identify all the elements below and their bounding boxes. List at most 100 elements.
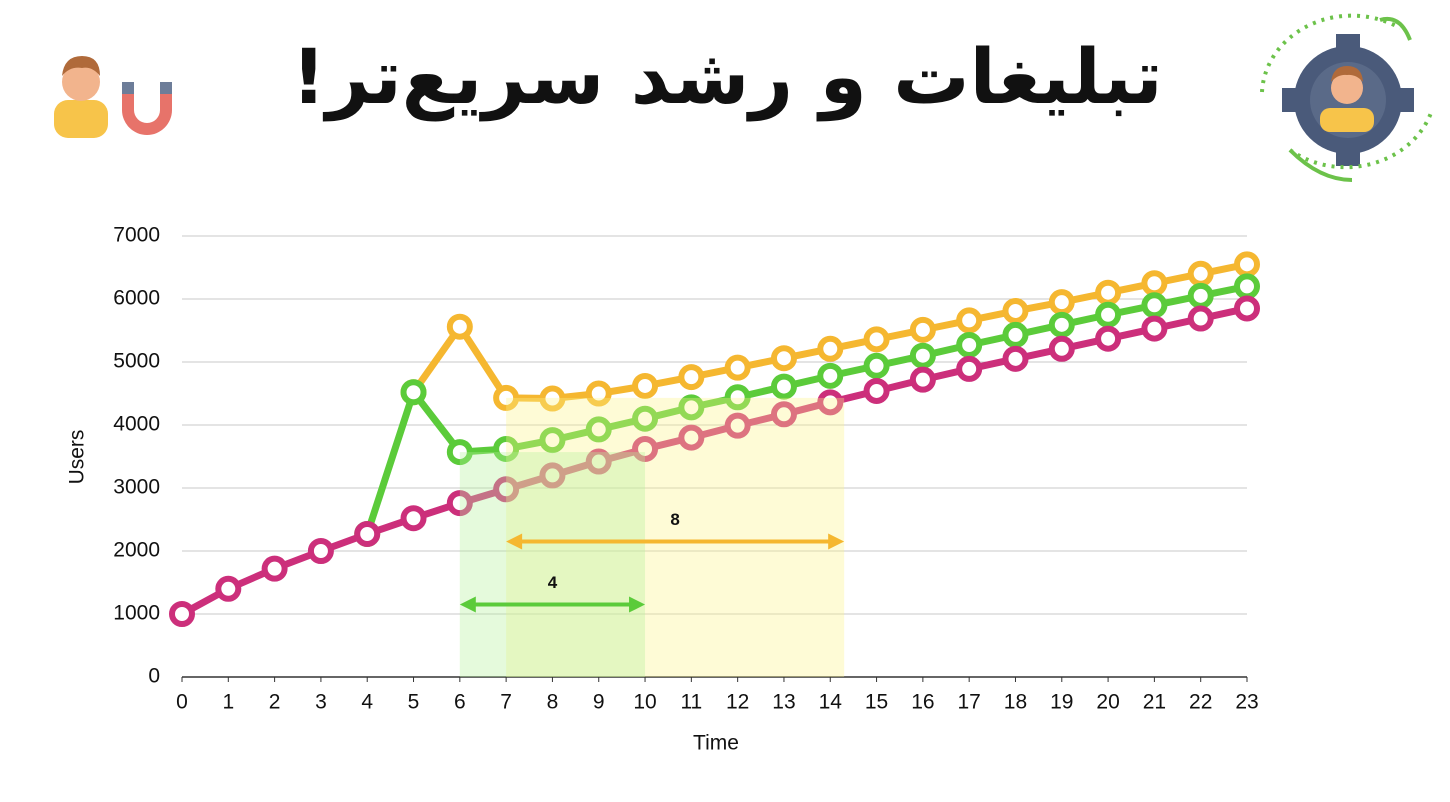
series-marker: [1187, 305, 1214, 332]
series-marker: [539, 427, 566, 454]
series-marker: [1141, 315, 1168, 342]
series-marker: [169, 601, 195, 627]
y-tick-label: 7000: [113, 224, 160, 247]
x-tick-label: 11: [680, 691, 702, 714]
series-marker: [1048, 335, 1075, 362]
x-tick-label: 20: [1096, 691, 1119, 714]
y-tick-label: 5000: [113, 350, 160, 373]
series-marker: [261, 555, 288, 582]
x-tick-label: 21: [1143, 691, 1166, 714]
interval-label: 4: [548, 573, 558, 592]
x-tick-label: 23: [1235, 691, 1258, 714]
series-marker: [632, 405, 659, 432]
series-marker: [446, 313, 473, 340]
shaded-interval: [506, 397, 845, 677]
series-marker: [446, 439, 473, 466]
series-marker: [909, 342, 936, 369]
x-tick-label: 1: [222, 691, 234, 714]
series-marker: [678, 424, 705, 451]
x-tick-label: 10: [633, 691, 656, 714]
x-tick-label: 9: [593, 691, 605, 714]
series-marker: [585, 380, 612, 407]
series-marker: [1095, 279, 1122, 306]
series-marker: [1234, 273, 1260, 300]
series-marker: [632, 435, 659, 462]
series-marker: [354, 520, 381, 547]
x-tick-label: 12: [726, 691, 749, 714]
series-marker: [770, 401, 797, 428]
x-tick-label: 3: [315, 691, 327, 714]
x-tick-label: 18: [1004, 691, 1027, 714]
x-tick-label: 22: [1189, 691, 1212, 714]
series-marker: [493, 384, 520, 411]
series-marker: [493, 476, 520, 503]
series-marker: [585, 416, 612, 443]
series-marker: [1002, 297, 1029, 324]
x-tick-label: 8: [547, 691, 559, 714]
series-marker: [817, 389, 844, 416]
x-tick-label: 17: [957, 691, 980, 714]
arrow-head: [629, 596, 646, 613]
arrow-head: [506, 533, 523, 550]
series-marker: [909, 316, 936, 343]
series-marker: [909, 366, 936, 393]
series-marker: [678, 394, 705, 421]
series-marker: [215, 575, 242, 602]
series-marker: [956, 355, 983, 382]
series-marker: [956, 331, 983, 358]
series-marker: [724, 412, 751, 439]
series-marker: [1095, 325, 1122, 352]
x-tick-label: 15: [865, 691, 888, 714]
slide-title: تبلیغات و رشد سریع‌تر!: [291, 32, 1162, 122]
series-marker: [956, 307, 983, 334]
arrow-head: [828, 533, 845, 550]
gear-person-icon: [1260, 13, 1434, 182]
y-tick-label: 2000: [113, 539, 160, 562]
series-marker: [724, 354, 751, 381]
series-marker: [1187, 260, 1214, 287]
y-tick-label: 3000: [113, 476, 160, 499]
y-tick-label: 0: [148, 665, 160, 688]
arrow-head: [459, 596, 476, 613]
x-tick-label: 13: [772, 691, 795, 714]
series-marker: [585, 448, 612, 475]
series-marker: [446, 490, 473, 517]
series-marker: [1234, 251, 1260, 278]
series-marker: [724, 384, 751, 411]
x-tick-label: 6: [454, 691, 466, 714]
y-tick-label: 1000: [113, 602, 160, 625]
series-marker: [678, 364, 705, 391]
series-marker: [770, 345, 797, 372]
x-tick-label: 19: [1050, 691, 1073, 714]
series-marker: [1095, 301, 1122, 328]
x-axis-label: Time: [693, 732, 739, 755]
series-marker: [1048, 289, 1075, 316]
series-marker: [863, 377, 890, 404]
series-marker: [1048, 311, 1075, 338]
series-marker: [863, 352, 890, 379]
x-tick-label: 14: [819, 691, 843, 714]
shaded-interval: [459, 452, 646, 677]
x-tick-label: 7: [500, 691, 512, 714]
x-tick-label: 0: [176, 691, 188, 714]
series-marker: [400, 505, 427, 532]
series-marker: [1187, 282, 1214, 309]
series-marker: [863, 326, 890, 353]
person-magnet-icon: [54, 56, 172, 138]
series-marker: [307, 538, 334, 564]
series-marker: [1234, 295, 1260, 322]
x-tick-label: 4: [361, 691, 373, 714]
series-marker: [539, 462, 566, 489]
series-marker: [1002, 321, 1029, 348]
y-tick-label: 6000: [113, 287, 160, 310]
series-marker: [770, 373, 797, 400]
series-marker: [1002, 345, 1029, 372]
y-axis-label: Users: [66, 430, 89, 485]
series-marker: [1141, 292, 1168, 319]
series-marker: [493, 435, 520, 462]
series-marker: [1141, 270, 1168, 297]
series-marker: [632, 372, 659, 399]
series-marker: [400, 379, 427, 406]
